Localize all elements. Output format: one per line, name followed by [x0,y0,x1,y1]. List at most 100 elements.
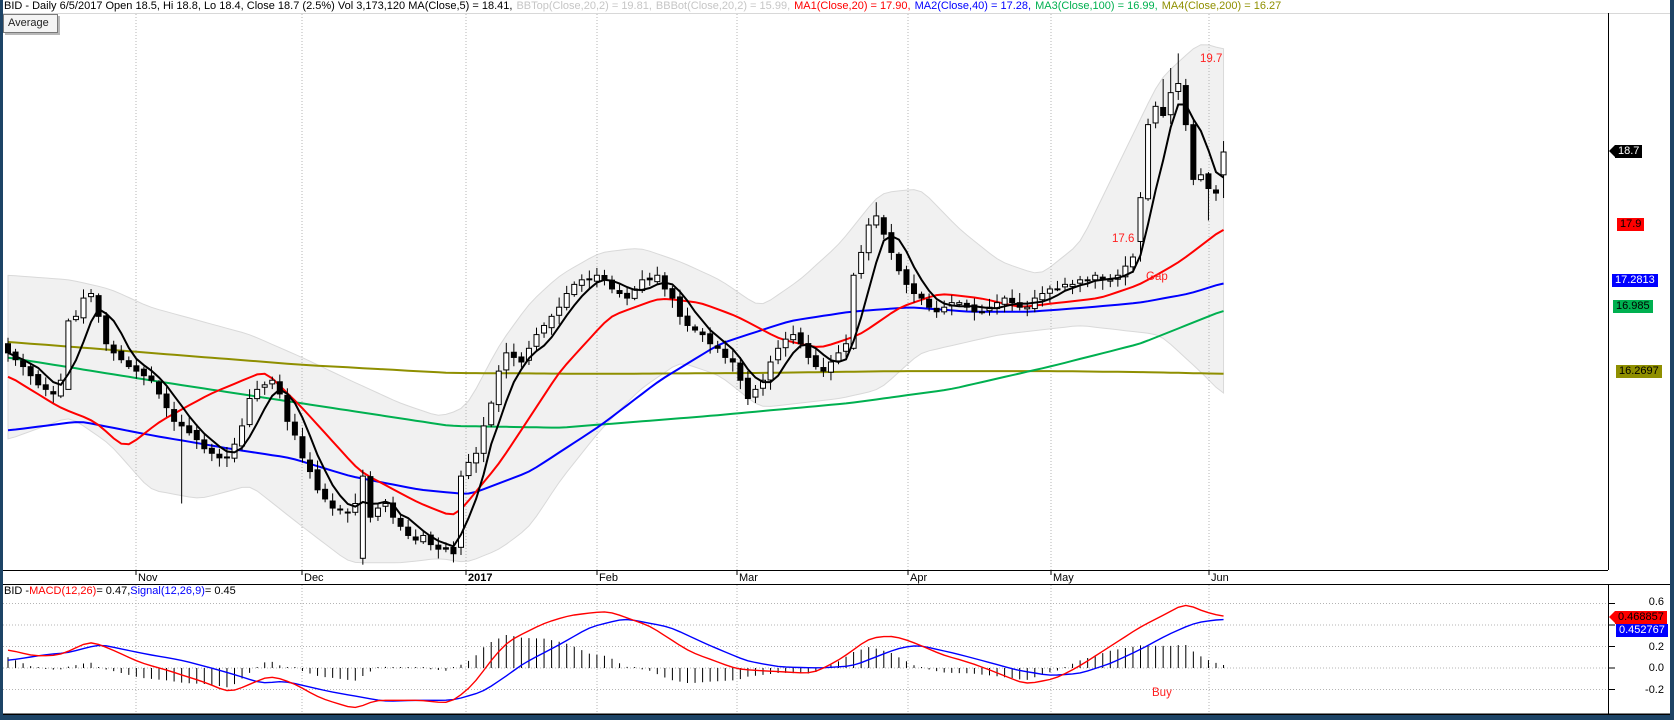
window-left-edge [0,0,3,720]
macd-tick-label--0.2: -0.2 [1645,684,1664,696]
x-axis-label-feb: Feb [599,572,618,584]
title-segment: BID - Daily 6/5/2017 Open 18.5, Hi 18.8,… [4,0,513,12]
candle-body [1092,274,1099,281]
candle-body [495,370,502,406]
title-segment: MA3(Close,100) = 16.99, [1035,0,1158,12]
candle-body [208,447,215,454]
candle-body [95,295,102,317]
candle-body [57,379,64,397]
macd-marker-0.452767: 0.452767 [1616,624,1668,637]
candle-body [382,503,389,507]
candle-body [775,347,782,361]
candle-body [684,315,691,326]
x-axis-label-mar: Mar [739,572,758,584]
candle-body [593,274,600,282]
candle-body [699,331,706,336]
ma5-line [7,103,1225,548]
candle-body [503,352,510,371]
candle-body [843,343,850,352]
candle-body [72,315,79,321]
x-axis-label-jun: Jun [1211,572,1229,584]
candle-body [880,217,887,235]
candle-body [873,215,880,226]
candle-body [812,355,819,368]
candle-body [752,388,759,398]
candle-body [865,224,872,254]
candle-body [978,311,985,314]
candle-body [171,409,178,422]
candle-body [178,421,185,427]
candle-body [1213,189,1219,194]
candle-body [850,274,857,349]
price-marker-17.9: 17.9 [1617,218,1645,231]
candle-body [956,302,963,305]
candle-body [790,334,797,341]
candle-body [654,274,661,283]
candle-body [458,475,464,548]
candle-body [1009,297,1016,304]
macd-title-segment: = 0.47, [96,585,131,597]
x-axis-label-may: May [1053,572,1074,584]
candle-body [525,347,532,361]
candle-body [1175,83,1182,92]
candle-body [767,361,774,381]
candle-body [518,356,525,363]
candle-body [374,507,381,517]
candle-body [5,343,11,354]
x-axis-label-nov: Nov [138,572,158,584]
candle-body [156,381,162,395]
candle-body [1122,265,1129,278]
candle-body [1054,288,1061,291]
candle-body [42,384,49,390]
candle-body [118,350,125,361]
candle-body [926,298,933,308]
candle-body [646,277,653,281]
candle-body [27,366,34,377]
average-tooltip: Average [3,14,58,33]
candle-body [269,379,276,385]
candle-body [359,475,366,559]
candle-body [918,293,925,299]
candle-body [556,306,563,316]
candle-body [397,517,404,527]
candle-body [65,320,72,390]
annotation-19.7: 19.7 [1200,53,1223,65]
candle-body [737,362,744,381]
title-segment: MA2(Close,40) = 17.28, [914,0,1032,12]
candle-body [276,381,283,395]
candle-body [307,459,313,473]
candle-body [480,425,487,454]
candle-body [510,351,517,358]
price-marker-17.2813: 17.2813 [1612,274,1658,287]
candle-body [450,546,457,555]
candle-body [140,368,147,377]
ma40-line [7,282,1224,495]
signal-line [7,618,1224,702]
candle-body [971,304,978,313]
window-bottom-edge [0,715,1674,720]
candle-body [827,361,834,373]
candle-body [1062,283,1068,288]
window-right-edge[interactable] [1670,0,1674,720]
candle-body [1167,92,1174,116]
candle-body [390,502,397,518]
candle-body [80,297,87,319]
candle-body [420,534,427,543]
ma200-line [7,341,1224,375]
candle-body [193,429,200,441]
candle-body [571,283,578,296]
candle-body [284,394,291,422]
candle-body [578,279,585,286]
candle-body [1129,256,1136,268]
candle-body [1077,279,1084,284]
candle-body [216,453,223,459]
price-marker-16.2697: 16.2697 [1616,365,1662,378]
candle-body [744,377,751,400]
candle-body [1039,293,1046,301]
candle-body [722,348,729,358]
candle-body [88,293,95,298]
candle-body [782,338,789,349]
candle-body [110,344,117,354]
candle-body [1220,151,1227,176]
